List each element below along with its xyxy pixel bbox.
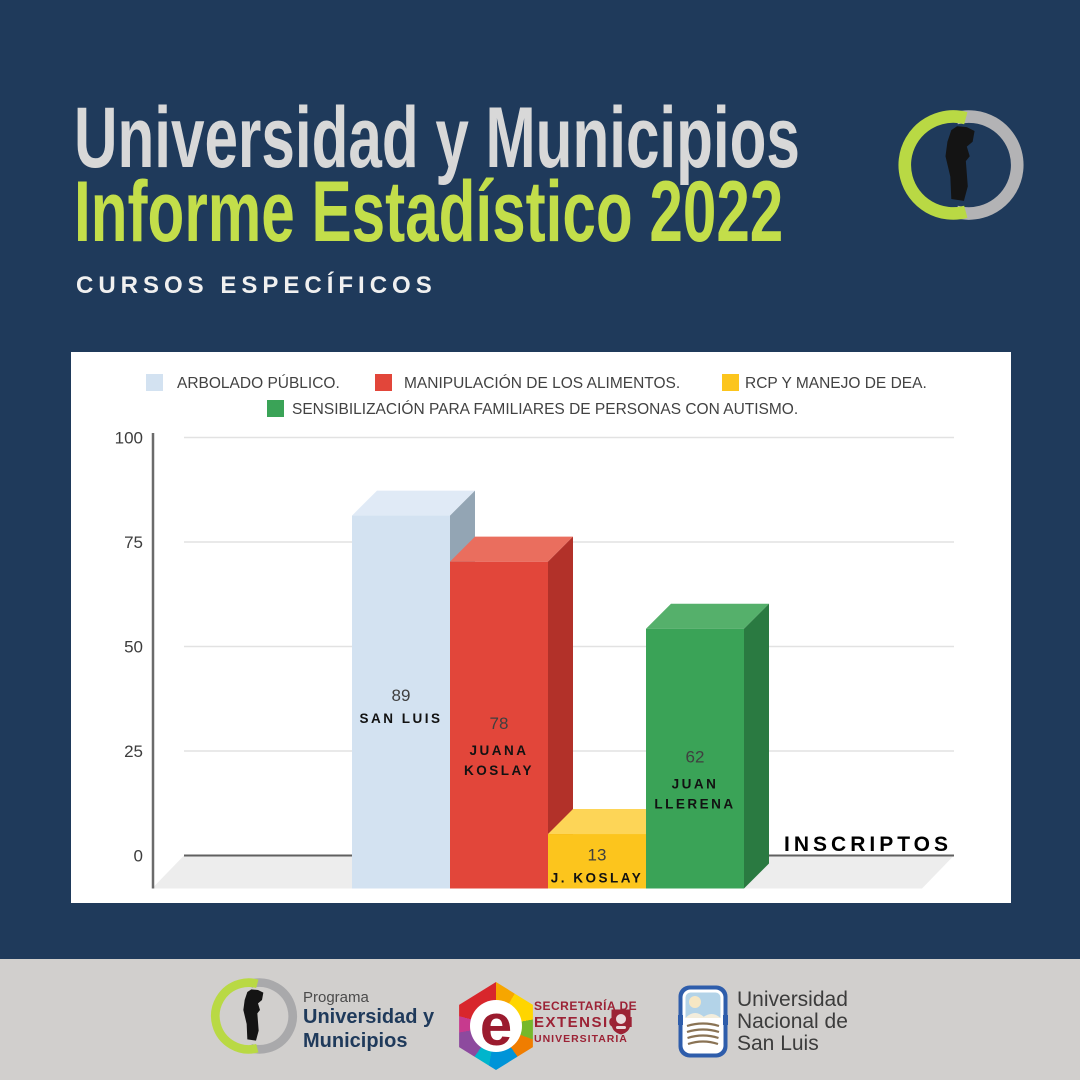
extension-logo-icon: e <box>459 982 533 1070</box>
extension-e-glyph: e <box>479 993 513 1058</box>
footer: Programa Universidad y Municipios e SECR… <box>0 959 1080 1080</box>
extension-footer-text: SECRETARÍA DE EXTENSIÓN UNIVERSITARIA <box>534 999 694 1059</box>
legend-swatch <box>146 374 163 391</box>
bar-value-label: 62 <box>686 748 705 767</box>
bar-chart-svg: 0 25 50 75 100 89 SAN LUIS 78 JUANA KOSLAY 13 J. KO… <box>115 374 954 889</box>
bar-juana-koslay: 78 JUANA KOSLAY <box>450 536 573 889</box>
bar-category-label: LLERENA <box>654 797 735 812</box>
bar-category-label: J. KOSLAY <box>551 870 644 885</box>
san-luis-province-icon <box>945 126 975 201</box>
bar-side-face <box>744 603 769 889</box>
bar-front-face <box>352 515 450 889</box>
legend-swatch <box>267 400 284 417</box>
legend-item-0: ARBOLADO PÚBLICO. <box>146 374 340 392</box>
bar-front-face <box>548 834 646 889</box>
chart-card: 0 25 50 75 100 89 SAN LUIS 78 JUANA KOSLAY 13 J. KO… <box>71 352 1011 903</box>
bar-side-face <box>548 536 573 889</box>
program-logo-icon-small <box>211 978 297 1054</box>
legend-label: MANIPULACIÓN DE LOS ALIMENTOS. <box>404 375 680 392</box>
section-label: CURSOS ESPECÍFICOS <box>76 272 437 299</box>
program-footer-logo <box>210 972 298 1060</box>
green-crescent-icon <box>898 110 1009 220</box>
unsl-line2: Nacional de <box>737 1010 848 1033</box>
bar-category-label: SAN LUIS <box>359 711 442 726</box>
program-logo <box>897 101 1025 229</box>
unsl-footer-text: Universidad Nacional de San Luis <box>737 988 897 1058</box>
y-tick-label-25: 25 <box>124 742 143 761</box>
bar-top-face <box>450 536 573 562</box>
extension-line1: SECRETARÍA DE <box>534 999 638 1013</box>
y-tick-label-100: 100 <box>115 429 143 448</box>
bar-top-face <box>646 603 769 629</box>
program-name-line2: Municipios <box>303 1030 408 1052</box>
program-pre-label: Programa <box>303 989 369 1006</box>
y-tick-label-0: 0 <box>134 847 143 866</box>
bar-value-label: 78 <box>490 714 509 733</box>
unsl-line1: Universidad <box>737 988 848 1011</box>
page-subtitle: Informe Estadístico 2022 <box>74 164 784 260</box>
extension-logo-circle: e <box>470 993 522 1058</box>
program-logo-icon <box>898 110 1024 220</box>
legend-swatch <box>375 374 392 391</box>
program-name-line1: Universidad y <box>303 1006 435 1028</box>
legend-item-3: SENSIBILIZACIÓN PARA FAMILIARES DE PERSO… <box>267 400 798 418</box>
bar-category-label: JUANA <box>469 743 528 758</box>
legend-item-2: RCP Y MANEJO DE DEA. <box>722 374 927 392</box>
legend-label: RCP Y MANEJO DE DEA. <box>745 375 927 392</box>
bar-category-label: KOSLAY <box>464 763 534 778</box>
bar-category-label: JUAN <box>672 777 719 792</box>
extension-line2: EXTENSIÓN <box>534 1014 635 1031</box>
extension-line3: UNIVERSITARIA <box>534 1033 628 1045</box>
legend-item-1: MANIPULACIÓN DE LOS ALIMENTOS. <box>375 374 680 392</box>
unsl-logo-icon <box>678 985 728 1058</box>
y-tick-label-50: 50 <box>124 638 143 657</box>
bar-value-label: 13 <box>588 845 607 864</box>
bar-front-face <box>646 628 744 889</box>
bar-front-face <box>450 561 548 889</box>
san-luis-province-icon <box>243 989 264 1041</box>
program-footer-text: Programa Universidad y Municipios <box>303 989 503 1069</box>
extension-shield-icon <box>610 1008 632 1036</box>
y-tick-label-75: 75 <box>124 533 143 552</box>
legend-label: SENSIBILIZACIÓN PARA FAMILIARES DE PERSO… <box>292 401 798 418</box>
legend-label: ARBOLADO PÚBLICO. <box>177 375 340 392</box>
page-title: Universidad y Municipios <box>74 90 800 186</box>
bar-juan-llerena: 62 JUAN LLERENA <box>646 603 769 889</box>
bar-chart: 0 25 50 75 100 89 SAN LUIS 78 JUANA KOSLAY 13 J. KO… <box>71 352 1011 903</box>
bar-top-face <box>352 490 475 516</box>
bar-value-label: 89 <box>392 686 411 705</box>
legend-swatch <box>722 374 739 391</box>
bar-top-face <box>548 809 671 835</box>
unsl-line3: San Luis <box>737 1032 819 1055</box>
axis-label-inscriptos: INSCRIPTOS <box>784 833 952 856</box>
